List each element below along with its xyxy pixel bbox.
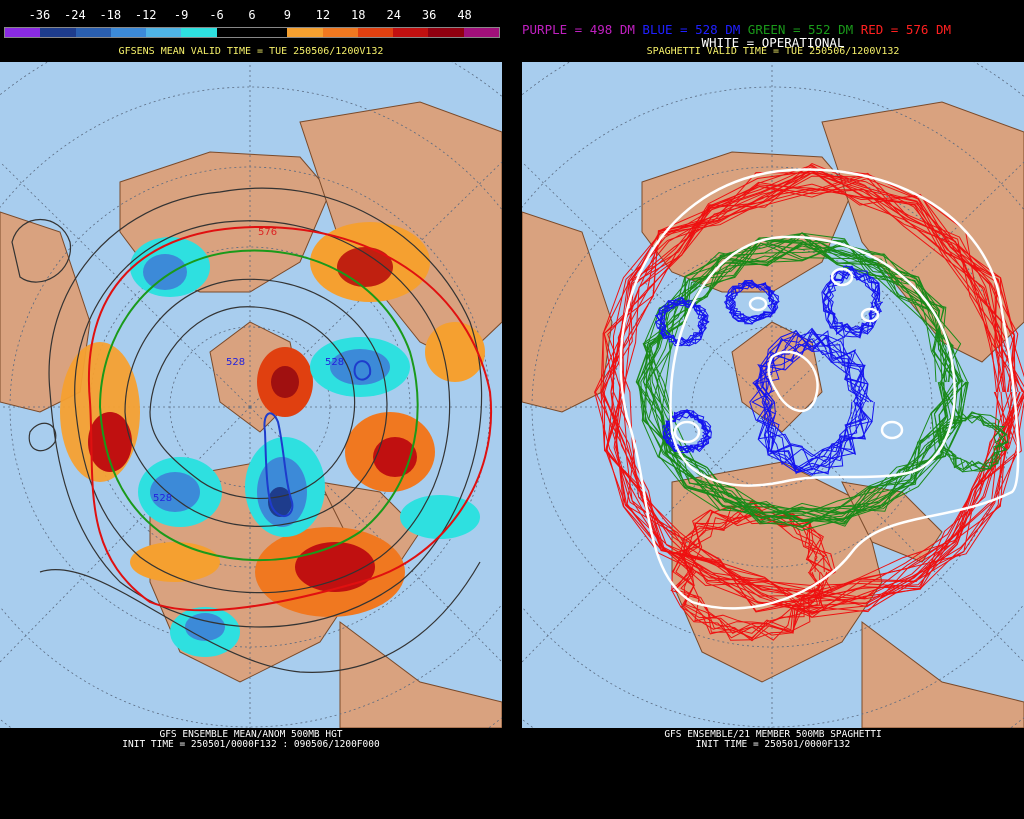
colorbar-label: -9 <box>173 8 189 22</box>
legend-purple: PURPLE = 498 DM <box>522 22 635 37</box>
colorbar-label: 6 <box>248 8 256 22</box>
colorbar-swatch <box>5 28 41 37</box>
spaghetti-552-line <box>643 232 967 520</box>
ensemble-mean-map[interactable]: 528 528 528 576 <box>0 62 502 728</box>
contour-label-528-c: 528 <box>153 493 172 504</box>
spaghetti-panel: PURPLE = 498 DM BLUE = 528 DM GREEN = 55… <box>522 0 1024 819</box>
spaghetti-576-line <box>680 501 832 639</box>
spaghetti-576-line <box>600 184 1021 608</box>
spaghetti-552-line <box>643 243 963 527</box>
spaghetti-576-line <box>671 513 836 640</box>
colorbar-swatches <box>4 27 500 38</box>
colorbar-swatch <box>428 28 464 37</box>
mean-valid-time: GFSENS MEAN VALID TIME = TUE 250506/1200… <box>118 46 384 57</box>
anomaly-shading <box>60 222 485 657</box>
spaghetti-576-line <box>605 178 1024 613</box>
spaghetti-552-line <box>645 242 956 522</box>
spaghetti-footer-init: INIT TIME = 250501/0000F132 <box>695 739 851 750</box>
spaghetti-528-line <box>725 279 779 325</box>
mean-footer-init: INIT TIME = 250501/0000F132 : 090506/120… <box>122 739 380 750</box>
legend-green: GREEN = 552 DM <box>747 22 854 37</box>
spaghetti-552-line <box>936 414 1008 473</box>
mean-footer-title: GFS ENSEMBLE MEAN/ANOM 500MB HGT <box>159 729 343 740</box>
spaghetti-legend: PURPLE = 498 DM BLUE = 528 DM GREEN = 55… <box>522 22 1024 37</box>
colorbar-label: -36 <box>28 8 51 22</box>
spaghetti-552-line <box>940 415 1009 470</box>
colorbar-swatch <box>40 28 76 37</box>
spaghetti-528-line <box>749 345 865 475</box>
contour-label-576: 576 <box>258 227 277 238</box>
panel-divider <box>502 0 522 819</box>
spaghetti-576-line <box>603 168 1020 588</box>
colorbar-label: -18 <box>99 8 122 22</box>
contour-labels: 528 528 528 576 <box>153 227 344 504</box>
colorbar-label: 36 <box>421 8 437 22</box>
colorbar-swatch <box>357 28 394 37</box>
colorbar-swatch <box>251 28 288 37</box>
spaghetti-552-members <box>635 232 1009 531</box>
colorbar-labels: -36 -24 -18 -12 -9 -6 6 9 12 18 24 36 48 <box>4 6 500 22</box>
anomaly-colorbar: -36 -24 -18 -12 -9 -6 6 9 12 18 24 36 48 <box>4 6 500 38</box>
spaghetti-528-line <box>723 282 776 322</box>
contour-label-528-a: 528 <box>226 357 245 368</box>
colorbar-swatch <box>75 28 111 37</box>
spaghetti-552-line <box>660 235 947 524</box>
spaghetti-528-line <box>758 329 869 463</box>
spaghetti-528-line <box>822 265 884 338</box>
key-contours <box>87 225 493 612</box>
ensemble-mean-panel: -36 -24 -18 -12 -9 -6 6 9 12 18 24 36 48 GFSENS MEAN… <box>0 0 502 819</box>
spaghetti-552-line <box>647 245 964 521</box>
spaghetti-528-line <box>756 337 870 473</box>
spaghetti-552-line <box>638 241 967 525</box>
spaghetti-footer-title: GFS ENSEMBLE/21 MEMBER 500MB SPAGHETTI <box>664 729 882 740</box>
colorbar-swatch <box>146 28 182 37</box>
colorbar-swatch <box>216 28 252 37</box>
operational-contours <box>619 168 1020 610</box>
spaghetti-552-line <box>642 249 968 523</box>
spaghetti-528-line <box>751 333 872 475</box>
spaghetti-528-line <box>765 330 873 473</box>
colorbar-swatch <box>287 28 323 37</box>
spaghetti-528-line <box>724 282 776 321</box>
colorbar-swatch <box>322 28 358 37</box>
colorbar-label: -24 <box>64 8 86 22</box>
spaghetti-528-line <box>754 327 875 470</box>
spaghetti-528-line <box>822 269 881 339</box>
colorbar-label: 18 <box>351 8 366 22</box>
spaghetti-576-line <box>603 165 1017 612</box>
spaghetti-valid-time: SPAGHETTI VALID TIME = TUE 250506/1200V1… <box>646 46 900 57</box>
colorbar-label: -12 <box>134 8 157 22</box>
spaghetti-528-line <box>729 279 779 325</box>
spaghetti-528-line <box>664 411 710 452</box>
legend-red: RED = 576 DM <box>860 22 951 37</box>
legend-white: WHITE = OPERATIONAL <box>701 35 845 50</box>
height-contours <box>11 187 483 673</box>
spaghetti-528-line <box>826 268 881 334</box>
spaghetti-576-line <box>610 167 1024 613</box>
colorbar-swatch <box>393 28 429 37</box>
colorbar-label: 12 <box>315 8 331 22</box>
spaghetti-528-line <box>754 334 874 466</box>
colorbar-label: -6 <box>209 8 224 22</box>
colorbar-label: 24 <box>386 8 401 22</box>
colorbar-label: 48 <box>457 8 472 22</box>
legend-blue: BLUE = 528 DM <box>642 22 741 37</box>
spaghetti-576-line <box>670 509 834 641</box>
colorbar-swatch <box>463 28 499 37</box>
spaghetti-map[interactable] <box>522 62 1024 728</box>
contour-label-528-b: 528 <box>325 357 344 368</box>
colorbar-label: 9 <box>283 8 292 22</box>
spaghetti-552-line <box>937 411 1006 470</box>
spaghetti-576-line <box>603 170 1015 604</box>
spaghetti-552-line <box>640 242 964 528</box>
colorbar-swatch <box>110 28 147 37</box>
spaghetti-552-line <box>636 241 952 521</box>
spaghetti-528-line <box>664 410 712 452</box>
colorbar-swatch <box>181 28 217 37</box>
